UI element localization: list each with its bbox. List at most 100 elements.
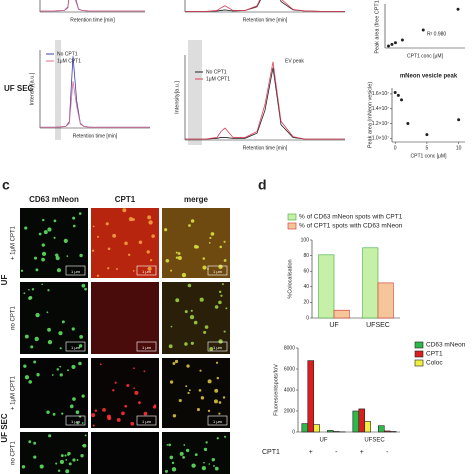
- y-tick-label: 0: [306, 315, 309, 321]
- spot: [171, 461, 175, 465]
- spot: [177, 252, 181, 255]
- spot: [82, 443, 87, 448]
- spot: [53, 219, 57, 223]
- spot: [47, 289, 50, 292]
- spot: [24, 375, 30, 380]
- spot: [202, 257, 206, 260]
- spot: [79, 253, 83, 258]
- panel-label: c: [2, 177, 10, 193]
- spot: [188, 389, 191, 392]
- point: [390, 42, 394, 46]
- spot: [207, 409, 211, 413]
- spot: [203, 447, 208, 452]
- spot: [166, 444, 169, 446]
- legend-swatch: [414, 341, 424, 349]
- spot: [194, 453, 198, 457]
- column-header: CPT1: [115, 195, 136, 204]
- legend-label: 1μM CPT1: [57, 58, 81, 64]
- x-tick-label: -: [335, 449, 338, 456]
- micrograph: [162, 358, 230, 428]
- scale-bar-label: 1 μm: [71, 419, 81, 424]
- spot: [46, 311, 49, 314]
- spot: [188, 224, 191, 227]
- y-tick-label: 1.6×10⁷: [372, 91, 389, 97]
- x-tick-label: -: [386, 449, 389, 456]
- x-tick-label: +: [360, 449, 364, 456]
- spot: [151, 234, 155, 238]
- point: [393, 90, 397, 94]
- spot: [72, 397, 76, 401]
- spot: [126, 384, 130, 388]
- spot: [172, 362, 176, 365]
- spot: [169, 455, 174, 460]
- spot: [91, 249, 95, 252]
- annotation: R² 0.980: [427, 31, 446, 37]
- legend-label: No CPT1: [206, 69, 227, 75]
- spot: [203, 330, 207, 334]
- y-tick-label: 1.4×10⁷: [372, 106, 389, 112]
- y-tick-label: 0: [292, 429, 295, 435]
- spot: [61, 320, 65, 324]
- spot: [146, 250, 150, 254]
- spot: [195, 245, 199, 249]
- spot: [92, 225, 95, 228]
- bar: [333, 309, 350, 319]
- spot: [92, 424, 95, 427]
- bar: [332, 431, 340, 433]
- spot: [190, 219, 195, 223]
- y-tick-label: 2000: [284, 408, 295, 414]
- group-label: UF: [0, 275, 9, 286]
- column-header: merge: [184, 195, 209, 204]
- spot: [199, 369, 202, 372]
- spot: [23, 292, 26, 295]
- scale-bar-label: 1 μm: [213, 345, 223, 350]
- spot: [116, 418, 121, 422]
- spot: [47, 227, 52, 232]
- spot: [204, 325, 209, 329]
- bar: [383, 430, 391, 433]
- legend-label: Coloc: [426, 360, 443, 367]
- scale-box: [136, 341, 157, 352]
- spot: [102, 407, 106, 412]
- spot: [55, 462, 58, 465]
- spot: [196, 408, 200, 412]
- spot: [72, 458, 76, 462]
- spot: [210, 232, 215, 236]
- row-label: UF SEC: [4, 84, 34, 93]
- spot: [65, 469, 70, 474]
- spot: [75, 410, 80, 414]
- x-axis-label: CPT1 conc [μM]: [411, 153, 448, 159]
- line: [185, 61, 345, 140]
- scale-box: [136, 415, 157, 426]
- spot: [55, 256, 60, 261]
- spot: [165, 259, 170, 263]
- spot: [114, 381, 117, 384]
- spot: [170, 325, 173, 328]
- spot: [221, 283, 224, 286]
- x-tick-label: UF: [329, 322, 338, 329]
- spot: [105, 222, 109, 226]
- y-tick-label: 60: [303, 269, 309, 275]
- spot: [80, 454, 84, 458]
- scale-bar-label: 1 μm: [213, 419, 223, 424]
- scale-box: [65, 415, 86, 426]
- spot: [59, 347, 62, 350]
- spot: [138, 240, 143, 245]
- spot: [133, 367, 135, 370]
- scale-bar-label: 1 μm: [142, 345, 152, 350]
- spot: [168, 443, 171, 447]
- scale-bar-label: 1 μm: [71, 269, 81, 274]
- spot: [182, 455, 185, 459]
- spot: [211, 457, 215, 462]
- spot: [28, 296, 32, 300]
- spot: [214, 305, 219, 309]
- spot: [186, 364, 190, 368]
- legend-swatch: [287, 213, 297, 221]
- row-label: no CPT1: [11, 306, 17, 330]
- spot: [164, 228, 168, 232]
- spot: [84, 434, 87, 437]
- spot: [218, 300, 222, 305]
- spot: [96, 274, 100, 277]
- spot: [208, 463, 211, 465]
